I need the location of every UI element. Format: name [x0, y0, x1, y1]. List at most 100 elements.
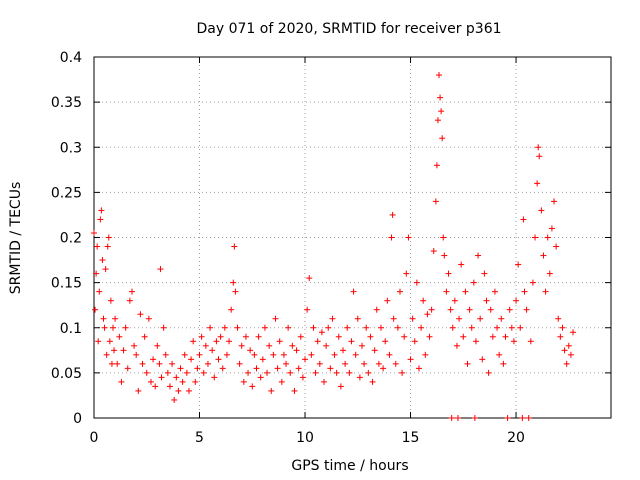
- data-point: [432, 198, 439, 205]
- data-point: [559, 324, 566, 331]
- data-point: [481, 270, 488, 277]
- data-point: [107, 297, 114, 304]
- data-point: [363, 324, 370, 331]
- data-point: [266, 342, 273, 349]
- data-point: [489, 333, 496, 340]
- y-tick-label: 0: [73, 411, 82, 427]
- data-point: [280, 351, 287, 358]
- data-points: [91, 72, 577, 421]
- data-point: [502, 333, 509, 340]
- data-point: [232, 288, 239, 295]
- data-point: [354, 315, 361, 322]
- data-point: [325, 324, 332, 331]
- data-point: [276, 338, 283, 345]
- data-point: [407, 356, 414, 363]
- data-point: [436, 72, 443, 79]
- data-point: [434, 117, 441, 124]
- data-point: [389, 211, 396, 218]
- y-tick-label: 0.3: [60, 140, 82, 156]
- data-point: [183, 369, 190, 376]
- data-point: [323, 342, 330, 349]
- data-point: [177, 365, 184, 372]
- data-point: [500, 360, 507, 367]
- data-point: [139, 360, 146, 367]
- data-point: [157, 266, 164, 273]
- data-point: [335, 333, 342, 340]
- data-point: [318, 329, 325, 336]
- data-point: [365, 369, 372, 376]
- data-point: [190, 338, 197, 345]
- data-point: [346, 369, 353, 376]
- data-point: [283, 360, 290, 367]
- data-point: [141, 333, 148, 340]
- data-point: [504, 415, 511, 421]
- data-point: [213, 338, 220, 345]
- data-point: [94, 243, 101, 250]
- data-point: [426, 333, 433, 340]
- y-tick-label: 0.1: [60, 321, 82, 337]
- data-point: [293, 347, 300, 354]
- data-point: [251, 351, 258, 358]
- data-point: [101, 324, 108, 331]
- data-point: [211, 374, 218, 381]
- data-point: [443, 288, 450, 295]
- data-point: [380, 365, 387, 372]
- data-point: [487, 306, 494, 313]
- data-point: [553, 243, 560, 250]
- data-point: [118, 378, 125, 385]
- data-point: [540, 252, 547, 259]
- data-point: [209, 347, 216, 354]
- data-point: [154, 342, 161, 349]
- data-point: [375, 360, 382, 367]
- data-point: [415, 365, 422, 372]
- data-point: [342, 360, 349, 367]
- data-point: [337, 383, 344, 390]
- data-point: [494, 324, 501, 331]
- data-point: [238, 342, 245, 349]
- data-point: [394, 324, 401, 331]
- data-point: [428, 306, 435, 313]
- data-point: [287, 369, 294, 376]
- data-point: [124, 365, 131, 372]
- data-point: [249, 383, 256, 390]
- data-point: [112, 315, 119, 322]
- y-tick-label: 0.4: [60, 50, 82, 66]
- y-tick-labels: 0 0.05 0.1 0.15 0.2 0.25 0.3 0.35 0.4: [51, 50, 82, 427]
- data-point: [386, 351, 393, 358]
- data-point: [458, 261, 465, 268]
- data-point: [160, 324, 167, 331]
- data-point: [483, 297, 490, 304]
- data-point: [215, 356, 222, 363]
- data-point: [344, 324, 351, 331]
- data-point: [369, 378, 376, 385]
- data-point: [102, 266, 109, 273]
- data-point: [104, 243, 111, 250]
- data-point: [551, 198, 558, 205]
- data-point: [91, 229, 97, 236]
- data-point: [103, 351, 110, 358]
- data-point: [188, 356, 195, 363]
- data-point: [306, 275, 313, 282]
- data-point: [521, 288, 528, 295]
- data-point: [532, 234, 539, 241]
- data-point: [255, 333, 262, 340]
- data-point: [367, 333, 374, 340]
- data-point: [356, 374, 363, 381]
- y-tick-label: 0.35: [51, 95, 82, 111]
- data-point: [422, 351, 429, 358]
- data-point: [403, 270, 410, 277]
- data-point: [158, 374, 165, 381]
- data-point: [226, 338, 233, 345]
- data-point: [230, 279, 237, 286]
- data-point: [92, 306, 99, 313]
- data-point: [529, 279, 536, 286]
- data-point: [449, 324, 456, 331]
- data-point: [460, 333, 467, 340]
- data-point: [498, 315, 505, 322]
- data-point: [525, 415, 532, 421]
- data-point: [278, 378, 285, 385]
- data-point: [471, 415, 478, 421]
- data-point: [468, 324, 475, 331]
- data-point: [411, 338, 418, 345]
